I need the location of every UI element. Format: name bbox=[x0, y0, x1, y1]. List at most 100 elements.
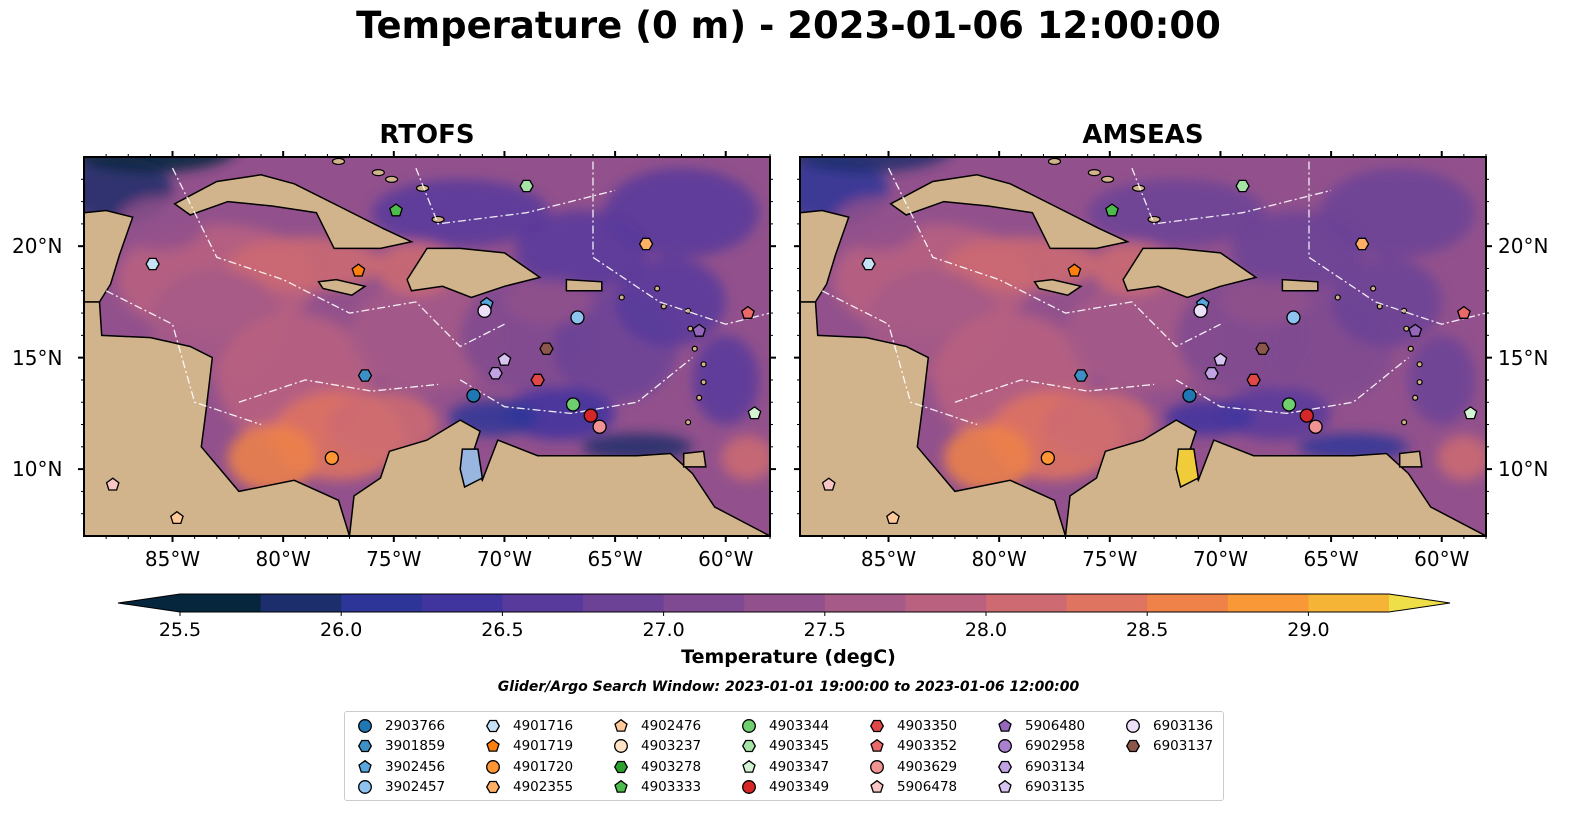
legend-item: 6903137 bbox=[1125, 737, 1213, 756]
legend-marker-hexagon-icon bbox=[613, 760, 629, 773]
legend-marker bbox=[613, 760, 629, 773]
lat-tick-label: 10°N bbox=[1498, 457, 1549, 482]
temperature-field bbox=[800, 157, 1486, 492]
land-lakemcb bbox=[1175, 448, 1200, 489]
legend-item: 4901719 bbox=[485, 737, 573, 756]
legend-marker bbox=[358, 780, 372, 794]
legend-label: 4903345 bbox=[769, 738, 830, 754]
legend-label: 4901720 bbox=[513, 758, 574, 775]
map-frame-rtofs bbox=[83, 156, 771, 537]
legend-marker-pentagon-icon bbox=[614, 779, 628, 793]
float-marker-6903134 bbox=[1204, 366, 1219, 380]
legend-marker-circle-icon bbox=[358, 780, 372, 794]
float-marker-6903137 bbox=[539, 342, 554, 356]
lon-tick-label: 65°W bbox=[587, 547, 643, 571]
float-marker-4901719 bbox=[1067, 263, 1082, 277]
legend-item: 2903766 bbox=[357, 716, 445, 735]
colorbar-label: Temperature (degC) bbox=[681, 646, 896, 668]
legend-marker-circle-icon bbox=[870, 759, 884, 774]
float-marker-4901720 bbox=[324, 450, 339, 466]
land-hispaniola bbox=[406, 247, 542, 299]
land-yucatan bbox=[800, 209, 850, 303]
land-florida bbox=[250, 135, 277, 151]
lat-tick-label: 10°N bbox=[12, 457, 63, 482]
float-marker-4903629 bbox=[1308, 419, 1323, 434]
legend-marker bbox=[358, 718, 372, 733]
float-marker-4903350 bbox=[1246, 373, 1261, 387]
float-marker-6903136 bbox=[477, 303, 492, 318]
legend-label: 6902958 bbox=[1025, 738, 1086, 754]
map-frame-amseas bbox=[799, 156, 1487, 537]
land-hispaniola bbox=[1122, 247, 1258, 299]
colorbar-tick-label: 27.0 bbox=[642, 619, 685, 641]
float-marker-4903344 bbox=[1281, 397, 1297, 412]
lon-tick-label: 65°W bbox=[1303, 547, 1359, 571]
land-puertorico bbox=[1281, 278, 1319, 292]
float-marker-4901720 bbox=[1040, 450, 1055, 466]
legend-label: 6903135 bbox=[1025, 779, 1086, 795]
legend-item: 4903347 bbox=[741, 757, 829, 776]
legend-marker bbox=[742, 718, 756, 733]
legend-label: 5906480 bbox=[1025, 717, 1086, 734]
lon-tick-label: 75°W bbox=[1082, 547, 1138, 571]
colorbar-tick-label: 27.5 bbox=[803, 619, 846, 641]
legend-label: 4903629 bbox=[897, 758, 958, 775]
colorbar-tick-label: 25.5 bbox=[158, 619, 202, 641]
legend-label: 6903134 bbox=[1025, 758, 1086, 775]
legend-label: 6903136 bbox=[1153, 717, 1214, 734]
legend-marker bbox=[998, 779, 1012, 793]
panel-title-amseas: AMSEAS bbox=[1082, 120, 1204, 150]
legend-label: 4901719 bbox=[513, 738, 574, 754]
legend-marker bbox=[486, 738, 500, 752]
float-marker-5906480 bbox=[1408, 323, 1423, 337]
land-centralam bbox=[84, 301, 351, 536]
legend-marker bbox=[869, 719, 885, 732]
land-jamaica bbox=[317, 278, 367, 297]
legend-label: 4903333 bbox=[641, 779, 702, 795]
legend-item: 4903350 bbox=[869, 716, 957, 735]
legend-item: 6902958 bbox=[997, 737, 1085, 756]
colorbar-extend-high bbox=[1389, 594, 1450, 612]
temperature-field bbox=[84, 157, 770, 492]
legend-marker bbox=[997, 760, 1013, 773]
land-centralam bbox=[800, 301, 1067, 536]
legend-marker-hexagon-icon bbox=[869, 719, 885, 732]
land-puertorico bbox=[565, 278, 603, 292]
land-trinidad bbox=[682, 450, 707, 468]
legend-label: 4903344 bbox=[769, 717, 830, 734]
float-marker-6903135 bbox=[1213, 352, 1228, 366]
legend-item: 3902456 bbox=[357, 757, 445, 776]
legend-label: 5906478 bbox=[897, 779, 958, 795]
float-marker-4903333 bbox=[1105, 203, 1119, 217]
lon-tick-label: 75°W bbox=[366, 547, 422, 571]
legend-marker-hexagon-icon bbox=[485, 719, 501, 732]
legend-marker-pentagon-icon bbox=[614, 718, 628, 732]
float-marker-4903352 bbox=[740, 305, 755, 319]
legend-label: 4902355 bbox=[513, 779, 574, 795]
lon-tick-label: 70°W bbox=[476, 547, 533, 571]
legend-item: 4901716 bbox=[485, 716, 573, 735]
lat-tick-label: 20°N bbox=[1498, 234, 1549, 259]
lon-tick-label: 85°W bbox=[860, 547, 917, 571]
legend-marker-circle-icon bbox=[742, 718, 756, 733]
float-marker-4902476 bbox=[170, 510, 184, 525]
legend-label: 4903347 bbox=[769, 758, 830, 775]
legend-marker-hexagon-icon bbox=[485, 780, 501, 794]
lon-tick-label: 60°W bbox=[698, 547, 754, 571]
legend-marker bbox=[998, 718, 1012, 732]
colorbar-tick-label: 28.5 bbox=[1126, 619, 1169, 641]
legend-marker bbox=[742, 759, 756, 773]
float-marker-6903134 bbox=[488, 366, 503, 380]
land-cuba bbox=[889, 174, 1130, 250]
float-marker-4903349 bbox=[583, 408, 598, 423]
legend-marker bbox=[485, 719, 501, 732]
land-southam bbox=[1064, 419, 1486, 536]
legend-marker bbox=[741, 739, 757, 753]
map-amseas bbox=[800, 157, 1486, 536]
float-marker-4903350 bbox=[530, 373, 545, 387]
legend-marker-circle-icon bbox=[742, 780, 756, 794]
legend-label: 4903352 bbox=[897, 738, 958, 754]
land-jamaica bbox=[1033, 278, 1083, 297]
search-window-text: Glider/Argo Search Window: 2023-01-01 19… bbox=[497, 679, 1080, 695]
